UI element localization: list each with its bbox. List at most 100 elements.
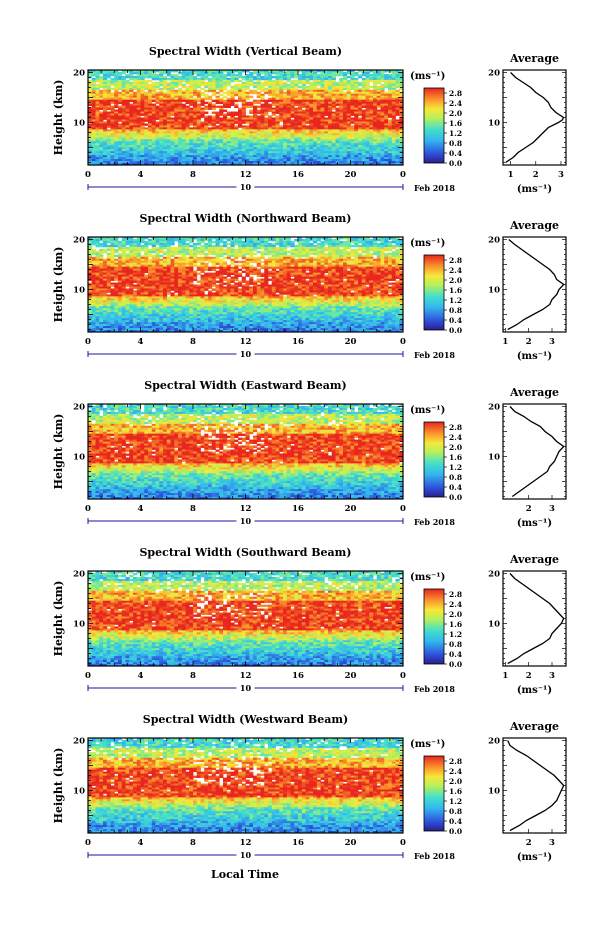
colorbar-tick-label: 2.4 <box>449 767 462 776</box>
x-tick-label: 20 <box>345 170 357 180</box>
x-tick-label: 0 <box>400 170 406 180</box>
panel-0: Spectral Width (Vertical Beam)2010Height… <box>52 45 567 195</box>
day-label: 10 <box>240 683 252 693</box>
x-tick-label: 20 <box>345 838 357 848</box>
average-y-tick-label: 10 <box>488 453 500 463</box>
colorbar-tick-label: 2.0 <box>449 610 462 619</box>
colorbar-tick-label: 1.2 <box>449 630 462 639</box>
colorbar-tick-label: 2.8 <box>449 256 462 265</box>
average-y-tick-label: 10 <box>488 620 500 630</box>
average-x-tick-label: 1 <box>502 337 508 347</box>
average-profile-line <box>507 740 565 832</box>
panel-title: Spectral Width (Southward Beam) <box>139 546 351 559</box>
colorbar-tick-label: 1.6 <box>449 787 462 796</box>
panel-title: Spectral Width (Westward Beam) <box>143 713 348 726</box>
date-label: Feb 2018 <box>414 684 455 694</box>
average-y-tick-label: 20 <box>488 403 500 413</box>
average-profile-line <box>507 573 565 665</box>
average-frame <box>502 570 567 667</box>
average-title: Average <box>509 386 559 399</box>
colorbar-tick-label: 2.4 <box>449 433 462 442</box>
panel-title: Spectral Width (Northward Beam) <box>140 212 352 225</box>
colorbar-unit: (ms⁻¹) <box>410 71 445 82</box>
average-y-tick-label: 20 <box>488 69 500 79</box>
average-y-tick-label: 20 <box>488 570 500 580</box>
x-tick-label: 8 <box>190 170 196 180</box>
y-tick-label: 10 <box>73 787 85 797</box>
y-axis-label: Height (km) <box>52 581 65 657</box>
x-tick-label: 20 <box>345 504 357 514</box>
colorbar-tick-label: 0.8 <box>449 306 462 315</box>
heatmap-field <box>88 70 404 166</box>
x-tick-label: 8 <box>190 337 196 347</box>
day-label: 10 <box>240 349 252 359</box>
heatmap-field <box>88 404 404 500</box>
x-tick-label: 16 <box>292 838 304 848</box>
average-frame <box>502 236 567 333</box>
y-tick-label: 10 <box>73 620 85 630</box>
colorbar-tick-label: 1.2 <box>449 463 462 472</box>
average-x-tick-label: 3 <box>549 337 555 347</box>
colorbar <box>423 588 445 665</box>
average-frame <box>502 403 567 500</box>
x-tick-label: 0 <box>85 838 91 848</box>
average-y-tick-label: 10 <box>488 286 500 296</box>
average-y-tick-label: 20 <box>488 737 500 747</box>
x-tick-label: 0 <box>85 337 91 347</box>
colorbar-tick-label: 0.8 <box>449 139 462 148</box>
panel-title: Spectral Width (Eastward Beam) <box>144 379 346 392</box>
colorbar <box>423 87 445 164</box>
average-y-tick-label: 10 <box>488 119 500 129</box>
x-tick-label: 12 <box>240 170 252 180</box>
colorbar-tick-label: 0.8 <box>449 473 462 482</box>
average-x-tick-label: 2 <box>526 671 532 681</box>
colorbar <box>423 421 445 498</box>
colorbar-tick-label: 1.6 <box>449 453 462 462</box>
colorbar-tick-label: 2.8 <box>449 757 462 766</box>
x-tick-label: 16 <box>292 671 304 681</box>
average-x-tick-label: 2 <box>526 337 532 347</box>
colorbar-tick-label: 1.6 <box>449 620 462 629</box>
average-x-tick-label: 3 <box>549 838 555 848</box>
y-tick-label: 20 <box>73 737 85 747</box>
colorbar-tick-label: 1.2 <box>449 129 462 138</box>
average-y-tick-label: 20 <box>488 236 500 246</box>
colorbar-tick-label: 2.0 <box>449 443 462 452</box>
average-y-tick-label: 10 <box>488 787 500 797</box>
colorbar-tick-label: 0.4 <box>449 483 462 492</box>
panel-4: Spectral Width (Westward Beam)2010Height… <box>52 713 567 863</box>
day-label: 10 <box>240 516 252 526</box>
colorbar-unit: (ms⁻¹) <box>410 572 445 583</box>
colorbar-tick-label: 2.0 <box>449 276 462 285</box>
average-x-tick-label: 2 <box>533 170 539 180</box>
colorbar-unit: (ms⁻¹) <box>410 405 445 416</box>
average-x-tick-label: 2 <box>526 838 532 848</box>
colorbar-tick-label: 2.8 <box>449 590 462 599</box>
average-profile-line <box>507 239 565 331</box>
x-tick-label: 8 <box>190 671 196 681</box>
x-tick-label: 12 <box>240 337 252 347</box>
y-axis-label: Height (km) <box>52 80 65 156</box>
average-x-tick-label: 1 <box>502 671 508 681</box>
colorbar-unit: (ms⁻¹) <box>410 238 445 249</box>
x-tick-label: 16 <box>292 337 304 347</box>
y-tick-label: 20 <box>73 236 85 246</box>
colorbar-tick-label: 0.0 <box>449 159 462 168</box>
colorbar-tick-label: 2.8 <box>449 89 462 98</box>
colorbar-unit: (ms⁻¹) <box>410 739 445 750</box>
colorbar-tick-label: 2.0 <box>449 109 462 118</box>
day-label: 10 <box>240 850 252 860</box>
colorbar-tick-label: 0.8 <box>449 807 462 816</box>
average-frame <box>502 69 567 166</box>
x-tick-label: 0 <box>400 671 406 681</box>
x-tick-label: 4 <box>138 170 144 180</box>
colorbar-tick-label: 2.4 <box>449 266 462 275</box>
colorbar-tick-label: 0.0 <box>449 493 462 502</box>
x-tick-label: 0 <box>85 170 91 180</box>
colorbar-tick-label: 0.0 <box>449 326 462 335</box>
average-title: Average <box>509 52 559 65</box>
colorbar-tick-label: 2.4 <box>449 600 462 609</box>
y-tick-label: 20 <box>73 403 85 413</box>
x-tick-label: 12 <box>240 504 252 514</box>
colorbar-tick-label: 2.8 <box>449 423 462 432</box>
